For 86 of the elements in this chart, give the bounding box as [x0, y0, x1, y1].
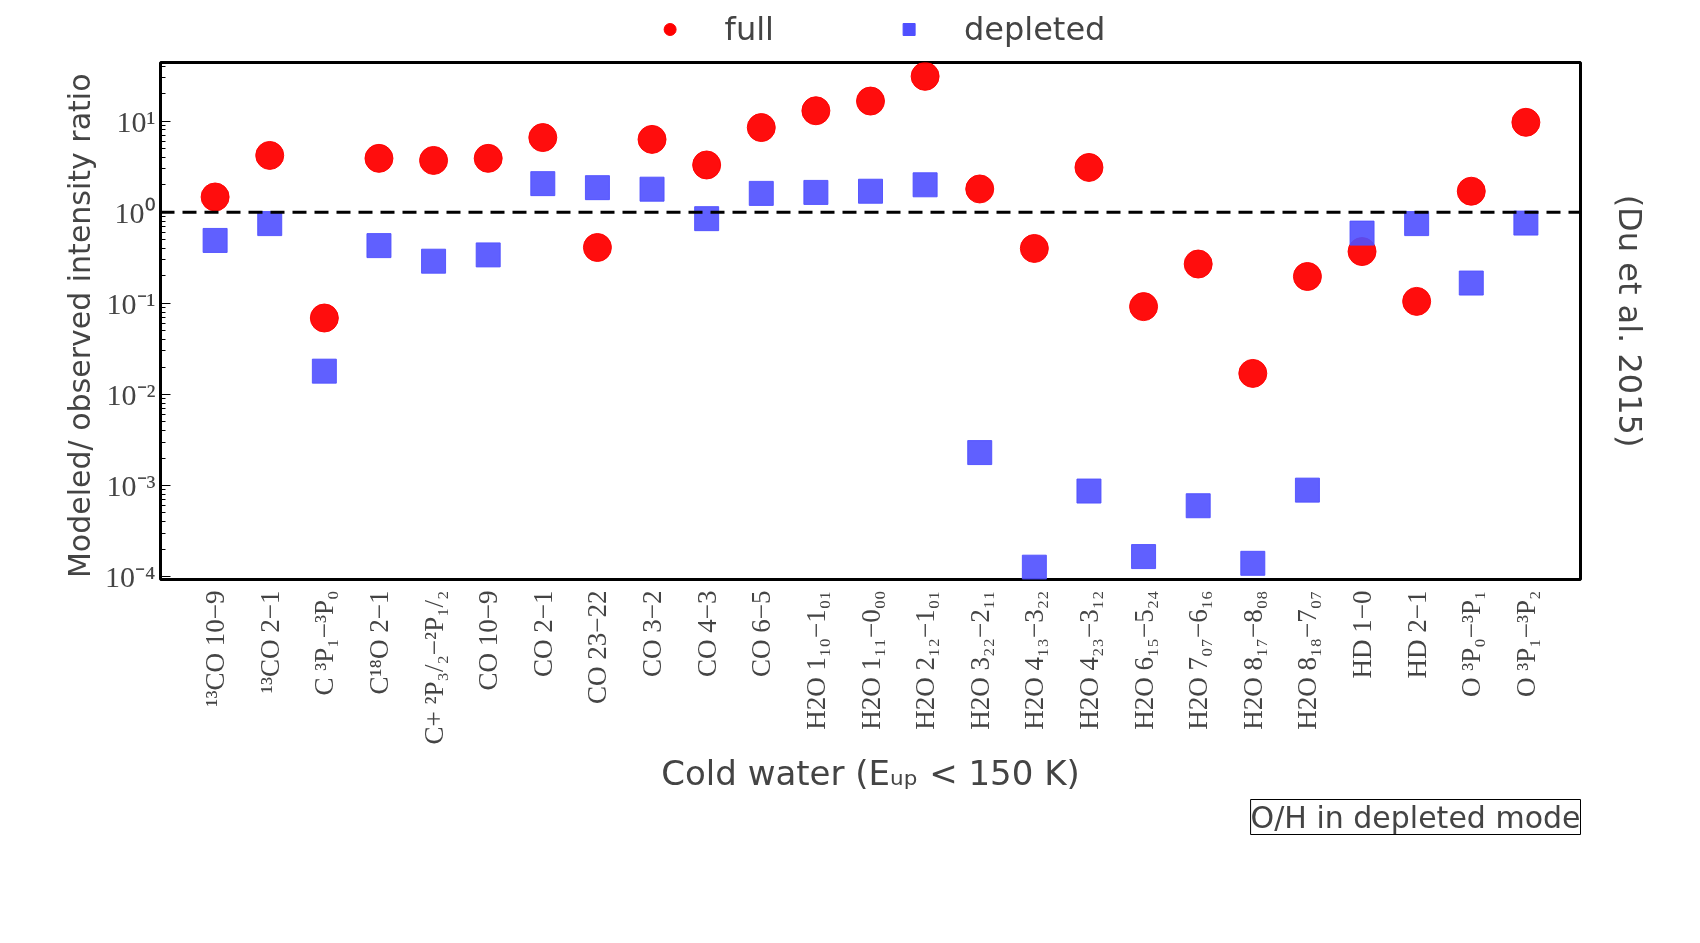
x-tick-label: H2O 1₁₀−1₀₁	[800, 590, 831, 730]
point	[1131, 544, 1157, 570]
x-tick-label: HD 1−0	[1347, 590, 1378, 679]
x-tick-label: H2O 3₂₂−2₁₁	[964, 590, 995, 730]
point	[584, 175, 610, 201]
x-tick-label: CO 2−1	[527, 590, 558, 677]
point	[419, 145, 449, 175]
point	[473, 143, 503, 173]
x-tick-label: CO 4−3	[691, 590, 722, 677]
x-tick-label: ¹³CO 10−9	[200, 590, 231, 707]
x-tick-label: ¹³CO 2−1	[254, 590, 285, 694]
x-tick-label: H2O 4₁₃−3₂₂	[1019, 590, 1050, 730]
x-tick-label: H2O 1₁₁−0₀₀	[855, 590, 886, 730]
point	[309, 303, 339, 333]
point	[582, 233, 612, 262]
point	[965, 174, 995, 204]
point	[692, 150, 722, 180]
x-tick-label: H2O 6₁₅−5₂₄	[1128, 590, 1159, 730]
text: (Du et al. 2015)	[1610, 194, 1649, 448]
point	[421, 248, 447, 274]
point	[1349, 220, 1375, 246]
point	[1458, 270, 1484, 296]
point	[475, 242, 501, 268]
point	[1240, 550, 1266, 576]
point	[202, 227, 228, 253]
point	[1456, 176, 1486, 206]
x-tick-label: O ³P₁−³P₂	[1510, 590, 1541, 698]
x-tick-label: H2O 7₀₇−6₁₆	[1183, 590, 1214, 730]
point	[1074, 152, 1104, 182]
x-tick-label: O ³P₀−³P₁	[1456, 590, 1487, 698]
point	[1076, 478, 1102, 504]
point	[856, 86, 885, 116]
point	[746, 113, 776, 143]
x-tick-label: H2O 8₁₇−8₀₈	[1237, 590, 1268, 730]
y-tick-label: 10⁰	[114, 195, 156, 229]
point	[1511, 107, 1541, 137]
point	[366, 233, 392, 259]
x-tick-label: CO 6−5	[746, 590, 777, 677]
point	[694, 206, 720, 232]
point	[801, 96, 831, 126]
point	[1402, 286, 1432, 316]
point	[1294, 477, 1320, 503]
point	[1292, 262, 1322, 291]
x-tick-label: H2O 8₁₈−7₀₇	[1292, 590, 1323, 730]
x-tick-label: C+ ²P₃/₂−²P₁/₂	[418, 590, 449, 745]
point	[910, 62, 940, 91]
point	[1019, 234, 1049, 263]
point	[364, 143, 394, 173]
x-axis-title: Cold water (Eᵤₚ < 150 K)	[661, 752, 1080, 793]
point	[1021, 554, 1047, 580]
point	[858, 178, 883, 204]
point	[967, 440, 993, 466]
point	[1404, 211, 1430, 237]
y-tick-label: 10⁻⁴	[105, 560, 156, 594]
point	[639, 176, 665, 202]
point	[530, 171, 556, 197]
x-tick-label: CO 23−22	[582, 590, 613, 704]
point	[1129, 292, 1159, 322]
x-tick-label: H2O 2₁₂−1₀₁	[910, 590, 941, 730]
point	[255, 140, 285, 170]
y-tick-label: 10⁻³	[106, 469, 156, 503]
x-tick-label: HD 2−1	[1401, 590, 1432, 679]
point	[528, 123, 558, 153]
x-tick-label: C ³P₁−³P₀	[309, 590, 340, 696]
point	[637, 124, 667, 154]
point	[748, 180, 774, 206]
point	[1183, 249, 1213, 279]
point	[1513, 210, 1539, 236]
point	[200, 182, 230, 212]
point	[912, 172, 938, 198]
point	[1185, 493, 1211, 519]
y-tick-label: 10⁻²	[106, 377, 156, 411]
legend-label: full	[724, 10, 774, 48]
text: O/H in depleted mode	[1250, 799, 1581, 835]
y-tick-label: 10¹	[116, 104, 156, 138]
x-tick-label: CO 3−2	[637, 590, 668, 677]
point	[311, 358, 337, 384]
legend-label: depleted	[963, 10, 1106, 48]
x-tick-label: C¹⁸O 2−1	[363, 590, 394, 695]
x-tick-label: H2O 4₂₃−3₁₂	[1073, 590, 1104, 730]
point	[803, 179, 829, 205]
y-axis-title: Modeled/ observed intensity ratio	[62, 73, 98, 579]
x-tick-label: CO 10−9	[473, 590, 504, 691]
point	[1238, 358, 1268, 388]
point	[257, 211, 283, 237]
y-tick-label: 10⁻¹	[106, 286, 156, 320]
